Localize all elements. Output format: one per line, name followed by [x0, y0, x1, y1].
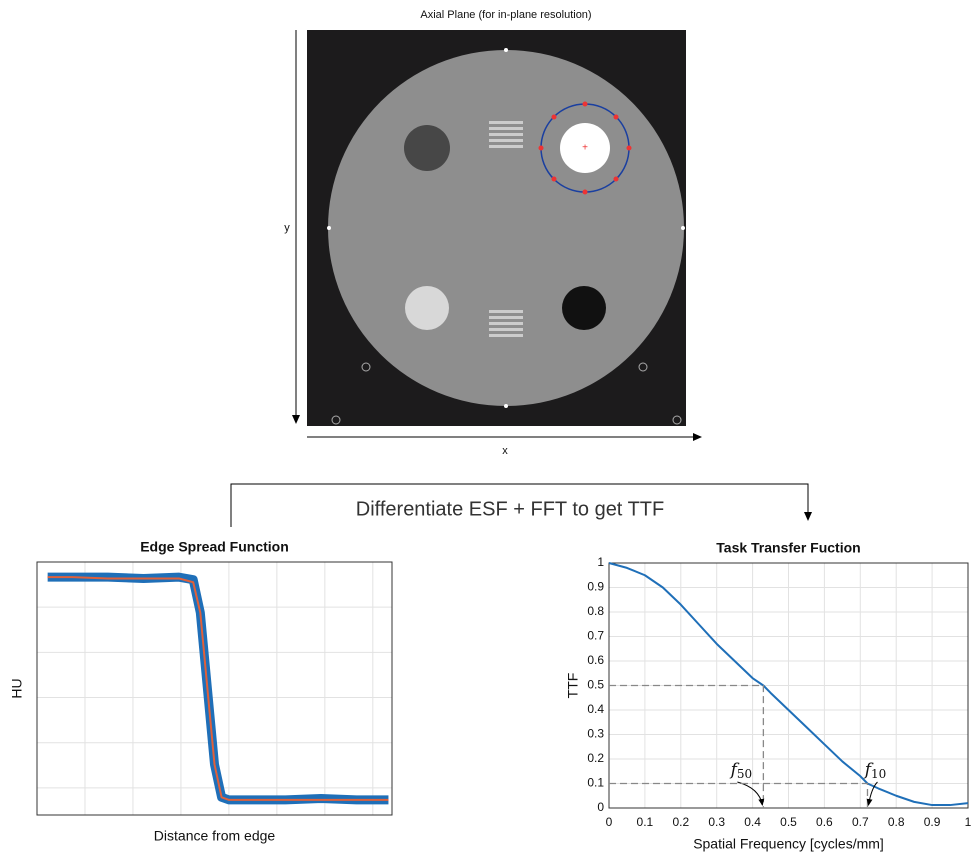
x-tick-label: 0.8 — [888, 815, 905, 829]
annotation-sub: 50 — [737, 767, 752, 781]
x-tick-label: 0.3 — [708, 815, 725, 829]
x-axis-label: Spatial Frequency [cycles/mm] — [693, 836, 884, 852]
reference-line — [609, 684, 765, 808]
x-label: x — [502, 445, 508, 457]
y-tick-label: 0.9 — [587, 580, 604, 594]
insert — [562, 286, 606, 330]
y-tick-label: 0.4 — [587, 702, 604, 716]
annotation-arrow — [866, 781, 878, 806]
charts: Edge Spread Function Distance from edge HU… — [9, 539, 972, 852]
connector-arrow — [230, 483, 812, 527]
y-tick-label: 0.6 — [587, 653, 604, 667]
phantom: Axial Plane (for in-plane resolution) + … — [284, 9, 702, 457]
x-tick-label: 1 — [965, 815, 972, 829]
y-tick-label: 0.2 — [587, 751, 604, 765]
x-tick-label: 0.1 — [637, 815, 654, 829]
y-tick-label: 0.5 — [587, 678, 604, 692]
roi-points — [538, 101, 632, 195]
y-tick-label: 1 — [597, 555, 604, 569]
insert — [560, 123, 610, 173]
series-line — [47, 576, 389, 801]
x-tick-label: 0.9 — [924, 815, 941, 829]
annotation: f10 — [863, 760, 887, 781]
y-tick-label: 0.3 — [587, 727, 604, 741]
y-axis-label: HU — [9, 678, 25, 698]
insert — [405, 286, 449, 330]
x-tick-label: 0.4 — [744, 815, 761, 829]
x-tick-label: 0.5 — [780, 815, 797, 829]
y-tick-label: 0.1 — [587, 776, 604, 790]
chart-title: Edge Spread Function — [140, 539, 289, 555]
chart-title: Task Transfer Fuction — [716, 540, 860, 556]
phantom-disk — [328, 50, 684, 406]
reference-line — [609, 782, 869, 808]
annotation-sub: 10 — [871, 767, 886, 781]
plot-frame — [36, 561, 393, 816]
x-tick-label: 0.6 — [816, 815, 833, 829]
x-tick-label: 0.2 — [672, 815, 689, 829]
bar-pattern — [489, 121, 523, 337]
x-tick-label: 0 — [606, 815, 613, 829]
x-axis-label: Distance from edge — [154, 828, 276, 844]
annotation-arrow — [737, 781, 765, 806]
series-line — [47, 572, 389, 805]
series-line — [608, 562, 969, 807]
y-tick-label: 0.7 — [587, 629, 604, 643]
phantom-title: Axial Plane (for in-plane resolution) — [420, 9, 591, 21]
annotation: f50 — [729, 760, 753, 781]
y-tick-label: 0.8 — [587, 604, 604, 618]
insert — [404, 125, 450, 171]
center-mark: + — [582, 143, 588, 154]
y-axis-label: TTF — [565, 673, 581, 699]
x-tick-label: 0.7 — [852, 815, 869, 829]
annotation-text: f — [729, 760, 740, 780]
small-circles — [331, 362, 682, 425]
caption: Differentiate ESF + FFT to get TTF — [356, 498, 664, 520]
y-label: y — [284, 222, 290, 234]
annotation-text: f — [863, 760, 874, 780]
edge-markers — [327, 48, 685, 408]
y-tick-label: 0 — [597, 800, 604, 814]
